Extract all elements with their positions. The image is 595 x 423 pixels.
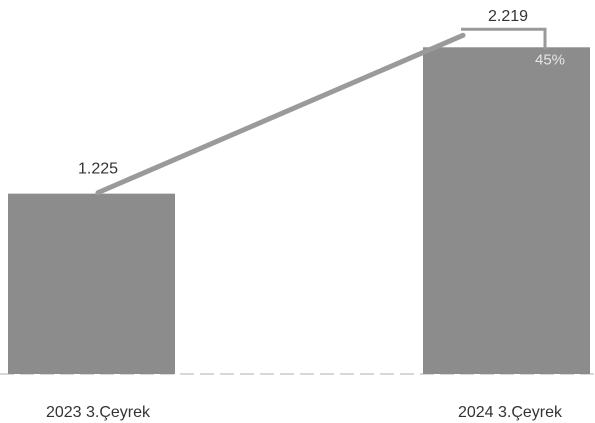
bar-2 <box>423 47 590 374</box>
category-label-2: 2024 3.Çeyrek <box>458 404 563 421</box>
trend-line <box>95 32 466 196</box>
value-label-1: 1.225 <box>78 161 118 178</box>
trend-layer <box>95 27 547 196</box>
trend-callout <box>461 27 547 50</box>
bars-layer <box>8 47 590 374</box>
value-label-2: 2.219 <box>488 8 528 25</box>
bar-1 <box>8 193 175 374</box>
growth-percentage-label: 45% <box>535 51 565 68</box>
category-label-1: 2023 3.Çeyrek <box>46 404 151 421</box>
labels-layer: 2023 3.Çeyrek 2024 3.Çeyrek 1.225 2.219 45% <box>46 8 565 421</box>
